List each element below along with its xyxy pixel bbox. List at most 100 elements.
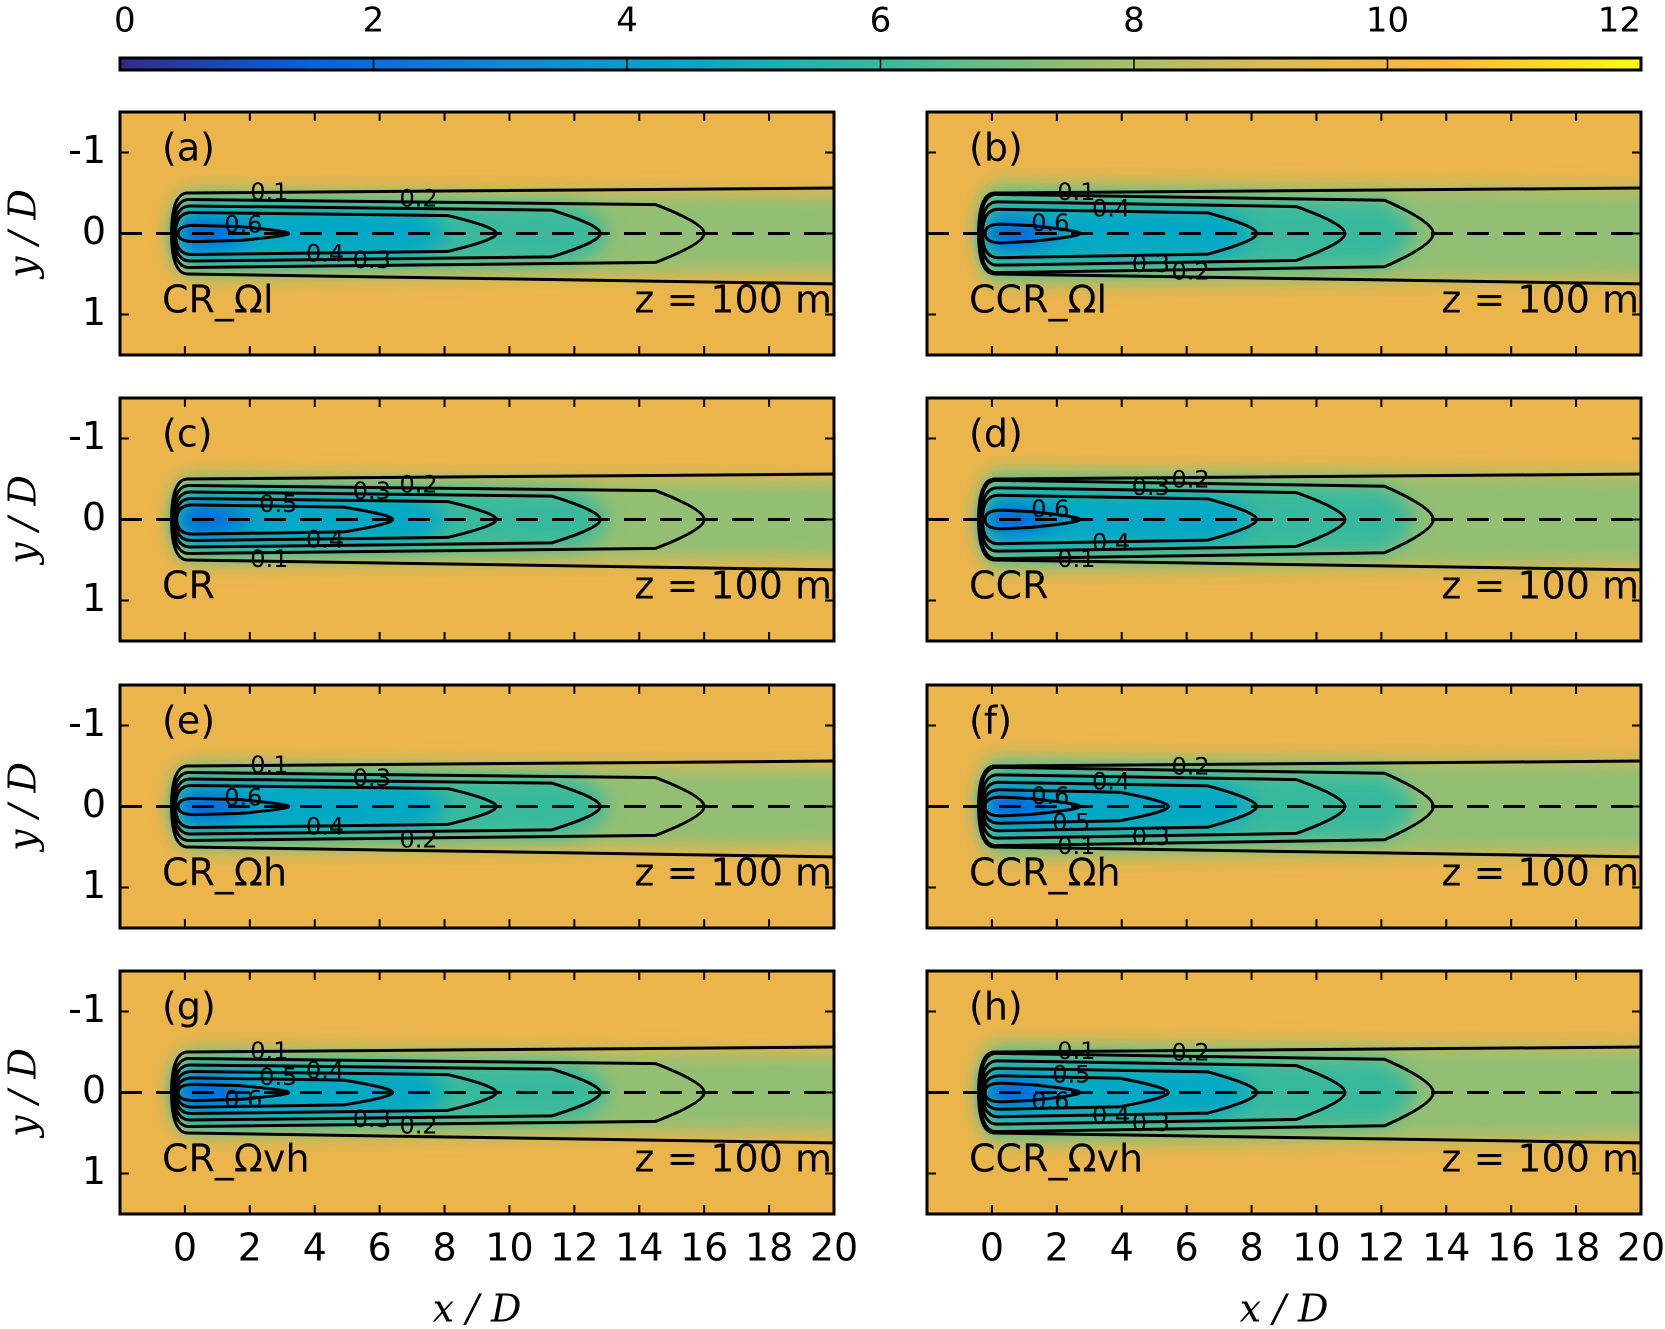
contour-label: 0.2 xyxy=(399,826,437,854)
y-tick-label: 1 xyxy=(82,1149,106,1193)
contour-line xyxy=(978,765,1435,848)
contour-line xyxy=(171,197,706,270)
x-tick-label: 20 xyxy=(1617,1226,1665,1270)
contour-label: 0.5 xyxy=(1052,1061,1090,1089)
x-tick-label: 16 xyxy=(680,1226,728,1270)
plot-area: 0.10.30.50.60.40.2 xyxy=(120,971,834,1214)
contour-label: 0.4 xyxy=(1092,194,1130,222)
x-tick-label: 4 xyxy=(303,1226,327,1270)
contour-label: 0.3 xyxy=(353,477,391,505)
contour-line xyxy=(980,1066,1259,1119)
panel-label: (e) xyxy=(162,699,215,743)
contour-label: 0.2 xyxy=(1171,752,1209,780)
y-tick-label: 0 xyxy=(82,209,106,253)
contour-line xyxy=(977,759,1641,859)
annotation: z = 100 m xyxy=(1441,1137,1639,1181)
contour-label: 0.4 xyxy=(1092,767,1130,795)
contour-label: 0.6 xyxy=(1031,782,1069,810)
contour-line xyxy=(979,1059,1347,1126)
x-tick-label: 0 xyxy=(173,1226,197,1270)
contour-line xyxy=(173,210,498,257)
contour-line xyxy=(170,186,834,286)
y-axis-label: y / D xyxy=(1,189,45,280)
panel-label: (f) xyxy=(969,699,1012,743)
annotation: z = 100 m xyxy=(634,278,832,322)
plot-area: 0.20.40.50.10.3 xyxy=(120,398,834,641)
contour-line xyxy=(980,493,1259,546)
contour-label: 0.2 xyxy=(399,1112,437,1140)
contour-line xyxy=(983,795,1082,818)
x-tick-label: 14 xyxy=(1422,1226,1470,1270)
panel-label: (h) xyxy=(969,985,1023,1029)
contour-label: 0.1 xyxy=(1057,178,1095,206)
x-tick-label: 4 xyxy=(1110,1226,1134,1270)
case-label: CR xyxy=(162,564,215,608)
contour-label: 0.6 xyxy=(1031,495,1069,523)
x-tick-label: 10 xyxy=(485,1226,533,1270)
contour-label: 0.6 xyxy=(224,783,262,811)
contour-line xyxy=(979,773,1347,840)
contour-line xyxy=(978,1051,1435,1134)
y-axis-label: y / D xyxy=(1,762,45,853)
x-tick-label: 8 xyxy=(1239,1226,1263,1270)
contour-line xyxy=(978,192,1435,275)
contour-line xyxy=(171,1056,706,1129)
plot-area: 0.10.20.60.30.4 xyxy=(927,112,1641,355)
x-tick-label: 12 xyxy=(550,1226,598,1270)
x-tick-label: 20 xyxy=(810,1226,858,1270)
annotation: z = 100 m xyxy=(1441,851,1639,895)
y-tick-label: -1 xyxy=(68,987,106,1031)
contour-label: 0.2 xyxy=(1171,465,1209,493)
colorbar-tick-label: 2 xyxy=(363,1,385,41)
x-tick-label: 8 xyxy=(432,1226,456,1270)
case-label: CR_Ωh xyxy=(162,851,287,895)
contour-line xyxy=(173,783,498,830)
panel: 0.10.30.50.60.40.2(g)CR_Ωvh z = 100 m0 2 4 6… xyxy=(1,969,858,1329)
annotation: z = 100 m xyxy=(1441,564,1639,608)
contour-label: 0.3 xyxy=(353,764,391,792)
contour-line xyxy=(171,770,706,843)
panel-label: (d) xyxy=(969,412,1023,456)
contour-label: 0.2 xyxy=(399,184,437,212)
contour-line xyxy=(176,796,291,817)
contour-line xyxy=(175,503,395,536)
contour-line xyxy=(977,186,1641,286)
contour-line xyxy=(980,780,1259,833)
contour-line xyxy=(982,1074,1170,1111)
contour-label: 0.3 xyxy=(353,246,391,274)
y-axis-label: y / D xyxy=(1,475,45,566)
panel-label: (c) xyxy=(162,412,213,456)
contour-line xyxy=(980,207,1259,260)
contour-label: 0.4 xyxy=(306,526,344,554)
y-axis-label: y / D xyxy=(1,1048,45,1139)
case-label: CR_Ωl xyxy=(162,278,274,322)
contour-line xyxy=(977,1045,1641,1145)
annotation: z = 100 m xyxy=(634,564,832,608)
y-tick-label: 0 xyxy=(82,495,106,539)
x-axis-label: x / D xyxy=(433,1287,522,1329)
contour-label: 0.6 xyxy=(224,210,262,238)
case-label: CCR_Ωh xyxy=(969,851,1121,895)
panel: 0.10.20.60.30.4(b) CCR_Ωl z = 100 m xyxy=(925,110,1643,357)
colorbar-tick-label: 12 xyxy=(1598,1,1641,41)
colorbar-tick-label: 0 xyxy=(114,1,136,41)
contour-label: 0.6 xyxy=(1031,1087,1069,1115)
contour-label: 0.4 xyxy=(1092,529,1130,557)
x-tick-label: 2 xyxy=(1045,1226,1069,1270)
contour-label: 0.1 xyxy=(250,545,288,573)
case-label: CCR_Ωvh xyxy=(969,1137,1143,1181)
colorbar-tick-label: 8 xyxy=(1123,1,1145,41)
contour-line xyxy=(983,508,1082,531)
contour-label: 0.5 xyxy=(259,1063,297,1091)
contour-line xyxy=(172,490,602,549)
wake-field xyxy=(181,506,250,533)
contour-line xyxy=(979,486,1347,553)
contour-line xyxy=(172,204,602,263)
colorbar-tick-label: 10 xyxy=(1366,1,1409,41)
x-tick-label: 6 xyxy=(1175,1226,1199,1270)
y-tick-label: 0 xyxy=(82,782,106,826)
